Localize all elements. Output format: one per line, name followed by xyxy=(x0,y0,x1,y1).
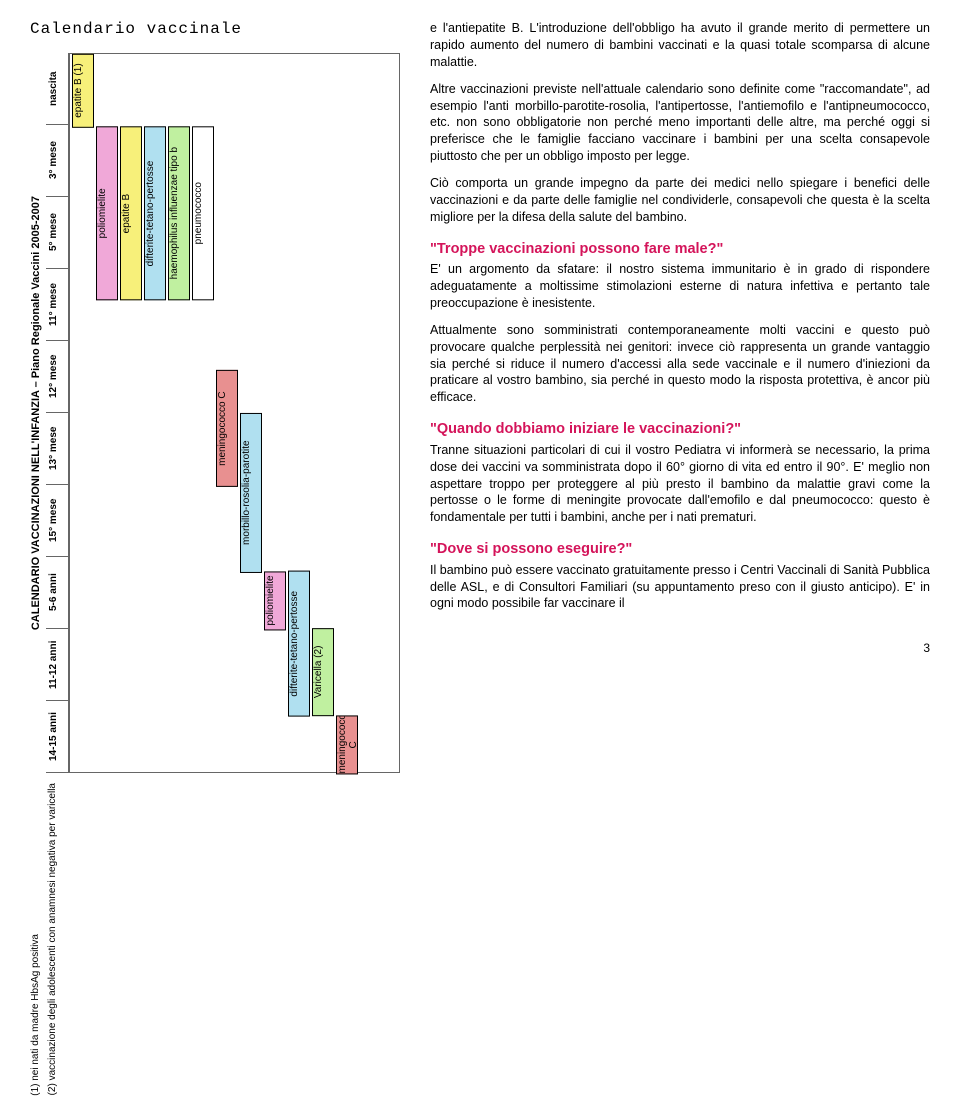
calendar-age-label: 11° mese xyxy=(46,269,68,341)
heading-dove-eseguire: "Dove si possono eseguire?" xyxy=(430,540,930,560)
calendar-age-label: 5-6 anni xyxy=(46,557,68,629)
calendar-footnote: (2) vaccinazione degli adolescenti con a… xyxy=(47,783,58,1095)
vaccine-bar: meningococco C xyxy=(336,715,358,774)
vaccine-bar: difterite-tetano-pertosse xyxy=(144,126,166,300)
paragraph-4: E' un argomento da sfatare: il nostro si… xyxy=(430,261,930,312)
calendar-bars-area: epatite B (1)poliomieliteepatite Bdifter… xyxy=(69,53,400,773)
calendar-footnotes: (1) nei nati da madre HbsAg positiva (2) … xyxy=(30,783,400,1098)
calendar-age-label: 13° mese xyxy=(46,413,68,485)
calendar-footnote: (1) nei nati da madre HbsAg positiva xyxy=(30,934,41,1096)
vaccine-bar: Varicella (2) xyxy=(312,628,334,716)
paragraph-6: Tranne situazioni particolari di cui il … xyxy=(430,442,930,526)
paragraph-3: Ciò comporta un grande impegno da parte … xyxy=(430,175,930,226)
vaccine-bar: epatite B (1) xyxy=(72,54,94,128)
calendar-age-column: nascita3° mese5° mese11° mese12° mese13°… xyxy=(46,53,69,773)
vaccine-bar: pneumococco xyxy=(192,126,214,300)
page-number: 3 xyxy=(430,640,930,656)
vaccine-bar: meningococco C xyxy=(216,370,238,487)
vaccine-bar: difterite-tetano-pertosse xyxy=(288,571,310,717)
left-column: Calendario vaccinale CALENDARIO VACCINAZ… xyxy=(30,20,400,1098)
vaccine-bar: haemophilus influenzae tipo b xyxy=(168,126,190,300)
calendar-main-title: CALENDARIO VACCINAZIONI NELL'INFANZIA – … xyxy=(30,196,42,630)
vaccine-bar: poliomielite xyxy=(264,571,286,630)
heading-quando-iniziare: "Quando dobbiamo iniziare le vaccinazion… xyxy=(430,420,930,440)
vaccine-bar: epatite B xyxy=(120,126,142,300)
paragraph-7: Il bambino può essere vaccinato gratuita… xyxy=(430,562,930,613)
calendar-age-label: nascita xyxy=(46,53,68,125)
calendar-age-label: 5° mese xyxy=(46,197,68,269)
calendar-age-label: 11-12 anni xyxy=(46,629,68,701)
calendar-diagram: CALENDARIO VACCINAZIONI NELL'INFANZIA – … xyxy=(30,53,400,1098)
heading-troppe-vaccinazioni: "Troppe vaccinazioni possono fare male?" xyxy=(430,240,930,260)
paragraph-5: Attualmente sono somministrati contempor… xyxy=(430,322,930,406)
right-column: e l'antiepatite B. L'introduzione dell'o… xyxy=(430,20,930,1098)
calendar-age-label: 12° mese xyxy=(46,341,68,413)
paragraph-1: e l'antiepatite B. L'introduzione dell'o… xyxy=(430,20,930,71)
vaccine-bar: morbillo-rosolia-parotite xyxy=(240,413,262,573)
paragraph-2: Altre vaccinazioni previste nell'attuale… xyxy=(430,81,930,165)
calendar-age-label: 3° mese xyxy=(46,125,68,197)
document-title: Calendario vaccinale xyxy=(30,20,400,38)
calendar-age-label: 15° mese xyxy=(46,485,68,557)
calendar-age-label: 14-15 anni xyxy=(46,701,68,773)
vaccine-bar: poliomielite xyxy=(96,126,118,300)
